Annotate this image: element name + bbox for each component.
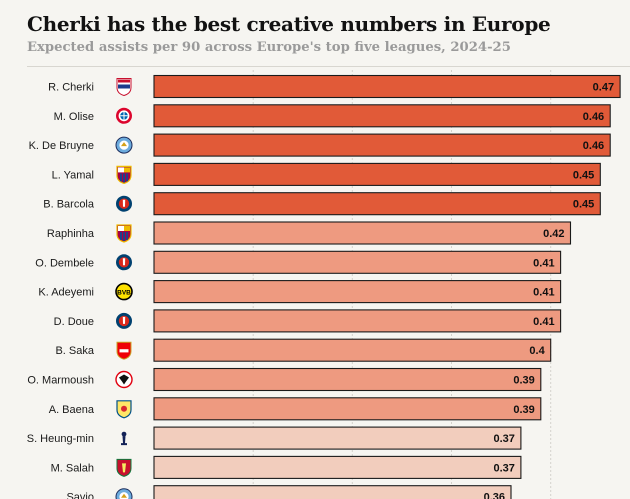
villarreal-crest-icon [116,400,132,419]
value-label: 0.41 [533,316,554,328]
bar [153,133,611,157]
bar [153,280,562,304]
bar [153,104,611,128]
value-label: 0.45 [573,169,594,181]
value-label: 0.39 [513,404,534,416]
value-label: 0.41 [533,257,554,269]
value-label: 0.4 [529,345,545,357]
bar [153,455,522,479]
bar [153,221,572,245]
man-city-crest-icon [115,136,133,154]
player-label: Raphinha [47,228,95,240]
player-label: O. Dembele [35,257,94,269]
value-label: 0.46 [583,111,604,123]
player-label: S. Heung-min [27,433,94,445]
tottenham-crest-icon [121,431,127,446]
bar [153,367,542,392]
player-label: M. Olise [54,111,94,123]
bars: 0.47 0.46 0.46 0.45 0.45 0.42 0.41 0.41 0.41 0.4 0… [153,74,621,499]
player-label: M. Salah [51,462,94,474]
bar [153,485,512,499]
bayern-crest-icon [116,107,132,124]
player-label: D. Doue [54,316,94,328]
dortmund-crest-icon: BVB [115,282,133,301]
man-city-crest-icon [115,488,133,499]
chart-subtitle: Expected assists per 90 across Europe's … [27,40,511,55]
frankfurt-crest-icon [115,370,133,389]
psg-crest-icon [116,312,132,329]
value-label: 0.39 [513,375,534,387]
player-label: L. Yamal [52,169,94,181]
player-label: B. Saka [55,345,94,357]
club-crests: BVB [115,78,133,499]
bar [153,426,522,450]
player-label: K. Adeyemi [38,287,94,299]
bar [153,309,562,333]
player-label: Savio [66,492,94,499]
psg-crest-icon [116,254,132,271]
bar [153,397,542,421]
value-label: 0.46 [583,140,604,152]
header-divider [27,66,630,67]
player-label: K. De Bruyne [29,140,94,152]
value-label: 0.37 [493,433,514,445]
player-label: A. Baena [49,404,95,416]
liverpool-crest-icon [116,458,132,477]
svg-text:BVB: BVB [117,290,131,297]
value-label: 0.47 [593,82,614,94]
barcelona-crest-icon [116,165,132,185]
player-label: B. Barcola [43,199,95,211]
bar [153,162,601,186]
bar [153,250,562,274]
player-label: O. Marmoush [27,375,94,387]
arsenal-crest-icon [116,341,132,360]
value-label: 0.36 [484,492,505,499]
value-label: 0.37 [493,462,514,474]
barcelona-crest-icon [116,224,132,243]
lyon-crest-icon [116,78,132,97]
value-label: 0.45 [573,199,594,211]
value-label: 0.41 [533,287,554,299]
bar [153,338,552,362]
chart-title: Cherki has the best creative numbers in … [27,12,551,36]
bar [153,192,601,216]
bar [153,74,621,99]
value-label: 0.42 [543,228,564,240]
psg-crest-icon [116,195,132,212]
player-label: R. Cherki [48,82,94,94]
player-labels: R. Cherki M. Olise K. De Bruyne L. Yamal B. … [27,82,95,499]
